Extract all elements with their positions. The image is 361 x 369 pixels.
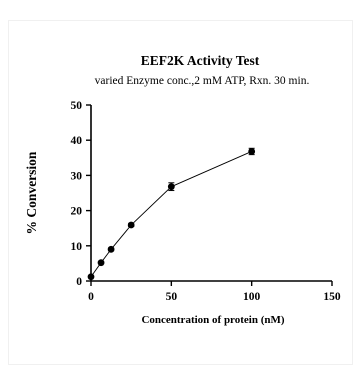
series-line: [90, 151, 252, 278]
plot-area: 0 10 20 30 40 50 0 50 100 150: [71, 100, 341, 303]
x-tick-label: 0: [88, 291, 94, 303]
y-tick-label: 0: [76, 276, 82, 288]
chart-subtitle: varied Enzyme conc.,2 mM ATP, Rxn. 30 mi…: [95, 75, 310, 87]
chart-title: EEF2K Activity Test: [141, 53, 260, 68]
data-point: [127, 221, 135, 229]
chart-frame: [8, 20, 353, 365]
y-axis-label: % Conversion: [24, 151, 39, 234]
x-tick-label: 100: [243, 291, 261, 303]
y-tick-label: 20: [71, 206, 83, 218]
x-axis-label: Concentration of protein (nM): [141, 314, 284, 326]
data-point: [167, 183, 175, 191]
y-tick-label: 30: [71, 170, 83, 182]
y-tick-label: 10: [71, 241, 83, 253]
data-point: [97, 259, 105, 267]
data-point: [248, 148, 256, 155]
x-tick-label: 150: [323, 291, 341, 303]
y-tick-label: 50: [71, 100, 83, 112]
data-point: [87, 273, 95, 281]
data-point: [107, 245, 115, 253]
x-tick-label: 50: [166, 291, 178, 303]
y-tick-label: 40: [71, 135, 83, 147]
